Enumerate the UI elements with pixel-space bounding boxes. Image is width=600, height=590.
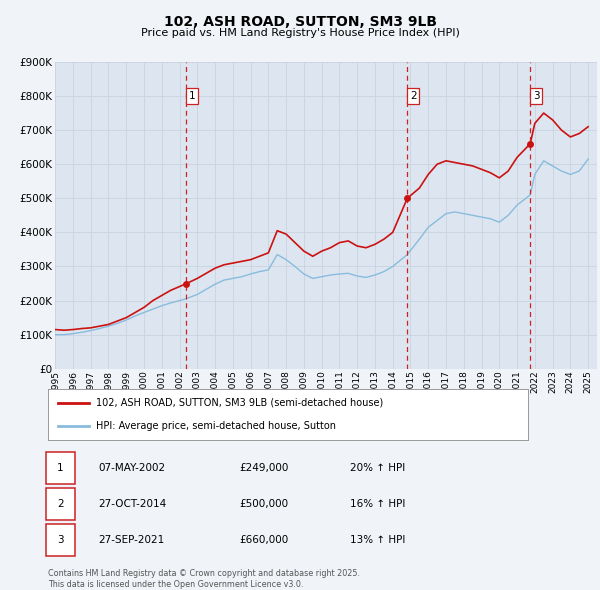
Text: 13% ↑ HPI: 13% ↑ HPI xyxy=(350,535,406,545)
Text: £500,000: £500,000 xyxy=(239,499,289,509)
Text: £249,000: £249,000 xyxy=(239,463,289,473)
Text: 3: 3 xyxy=(57,535,64,545)
Text: 20% ↑ HPI: 20% ↑ HPI xyxy=(350,463,406,473)
Text: 1: 1 xyxy=(57,463,64,473)
Text: 2: 2 xyxy=(410,91,416,101)
Text: 102, ASH ROAD, SUTTON, SM3 9LB: 102, ASH ROAD, SUTTON, SM3 9LB xyxy=(163,15,437,29)
Text: HPI: Average price, semi-detached house, Sutton: HPI: Average price, semi-detached house,… xyxy=(96,421,336,431)
Text: 27-OCT-2014: 27-OCT-2014 xyxy=(98,499,167,509)
Text: 102, ASH ROAD, SUTTON, SM3 9LB (semi-detached house): 102, ASH ROAD, SUTTON, SM3 9LB (semi-det… xyxy=(96,398,383,408)
FancyBboxPatch shape xyxy=(46,525,75,556)
Text: 3: 3 xyxy=(533,91,539,101)
Text: 16% ↑ HPI: 16% ↑ HPI xyxy=(350,499,406,509)
FancyBboxPatch shape xyxy=(46,452,75,484)
Text: 1: 1 xyxy=(188,91,195,101)
Text: Price paid vs. HM Land Registry's House Price Index (HPI): Price paid vs. HM Land Registry's House … xyxy=(140,28,460,38)
Text: £660,000: £660,000 xyxy=(239,535,289,545)
Text: 27-SEP-2021: 27-SEP-2021 xyxy=(98,535,164,545)
Text: Contains HM Land Registry data © Crown copyright and database right 2025.
This d: Contains HM Land Registry data © Crown c… xyxy=(48,569,360,589)
Text: 07-MAY-2002: 07-MAY-2002 xyxy=(98,463,166,473)
Text: 2: 2 xyxy=(57,499,64,509)
FancyBboxPatch shape xyxy=(46,489,75,520)
